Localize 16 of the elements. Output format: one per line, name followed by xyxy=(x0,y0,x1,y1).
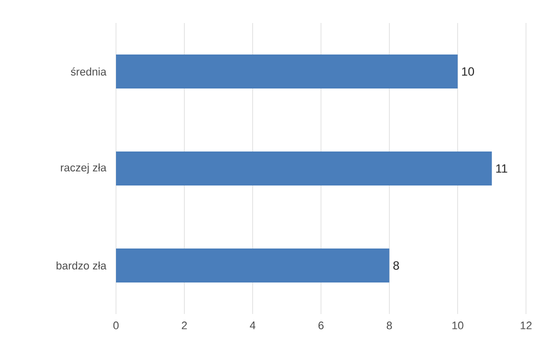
bar xyxy=(116,248,390,282)
y-tick-label: średnia xyxy=(70,67,106,76)
x-tick-label: 4 xyxy=(250,322,256,330)
x-tick-label: 0 xyxy=(113,322,119,330)
data-label: 8 xyxy=(393,261,399,270)
data-label: 10 xyxy=(462,67,474,76)
x-tick-label: 10 xyxy=(452,322,464,330)
data-label: 11 xyxy=(496,164,508,173)
bar xyxy=(116,54,458,88)
y-tick-label: bardzo zła xyxy=(56,261,106,270)
x-tick-label: 12 xyxy=(520,322,532,330)
x-tick-label: 2 xyxy=(182,322,187,330)
x-tick-label: 6 xyxy=(318,322,324,330)
x-tick-label: 8 xyxy=(386,322,392,330)
bar xyxy=(116,152,492,186)
y-tick-label: raczej zła xyxy=(60,163,106,174)
